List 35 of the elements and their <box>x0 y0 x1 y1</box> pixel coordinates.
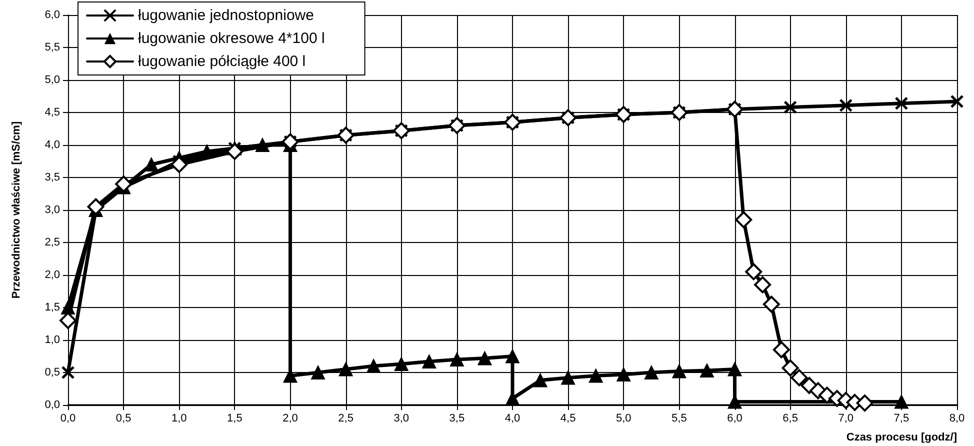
y-tick-label: 5,0 <box>44 74 60 86</box>
y-tick-label: 3,0 <box>44 204 60 216</box>
x-tick-label: 8,0 <box>949 412 965 424</box>
legend-label: ługowanie półciągłe 400 l <box>138 53 306 70</box>
y-tick-label: 2,5 <box>44 236 60 248</box>
y-tick-label: 6,0 <box>44 9 60 21</box>
x-tick-label: 3,0 <box>394 412 410 424</box>
x-tick-label: 1,0 <box>171 412 187 424</box>
x-tick-label: 1,5 <box>227 412 242 424</box>
x-tick-label: 5,0 <box>616 412 632 424</box>
x-tick-label: 0,0 <box>60 412 76 424</box>
y-tick-label: 0,5 <box>44 366 60 378</box>
legend-label: ługowanie okresowe 4*100 l <box>138 30 325 47</box>
y-tick-label: 1,5 <box>44 302 60 314</box>
y-tick-label: 2,0 <box>44 269 60 281</box>
x-tick-label: 4,0 <box>504 412 520 424</box>
y-tick-label: 4,0 <box>44 139 60 151</box>
x-tick-label: 2,0 <box>282 412 298 424</box>
x-tick-label: 6,0 <box>727 412 742 424</box>
x-tick-label: 5,5 <box>672 412 687 424</box>
y-tick-label: 1,0 <box>44 334 60 346</box>
x-tick-label: 2,5 <box>338 412 354 424</box>
y-axis-title: Przewodnictwo właściwe [mS/cm] <box>10 121 22 299</box>
x-tick-label: 0,5 <box>116 412 132 424</box>
x-tick-label: 7,0 <box>838 412 854 424</box>
x-tick-label: 7,5 <box>894 412 910 424</box>
x-axis-title: Czas procesu [godz/] <box>846 432 958 444</box>
y-tick-label: 0,0 <box>44 399 60 411</box>
x-tick-label: 4,5 <box>560 412 576 424</box>
legend-label: ługowanie jednostopniowe <box>138 7 314 24</box>
y-tick-label: 3,5 <box>44 172 60 184</box>
y-tick-label: 5,5 <box>44 42 60 54</box>
y-tick-label: 4,5 <box>44 106 60 118</box>
x-tick-label: 6,5 <box>782 412 798 424</box>
x-tick-label: 3,5 <box>449 412 465 424</box>
